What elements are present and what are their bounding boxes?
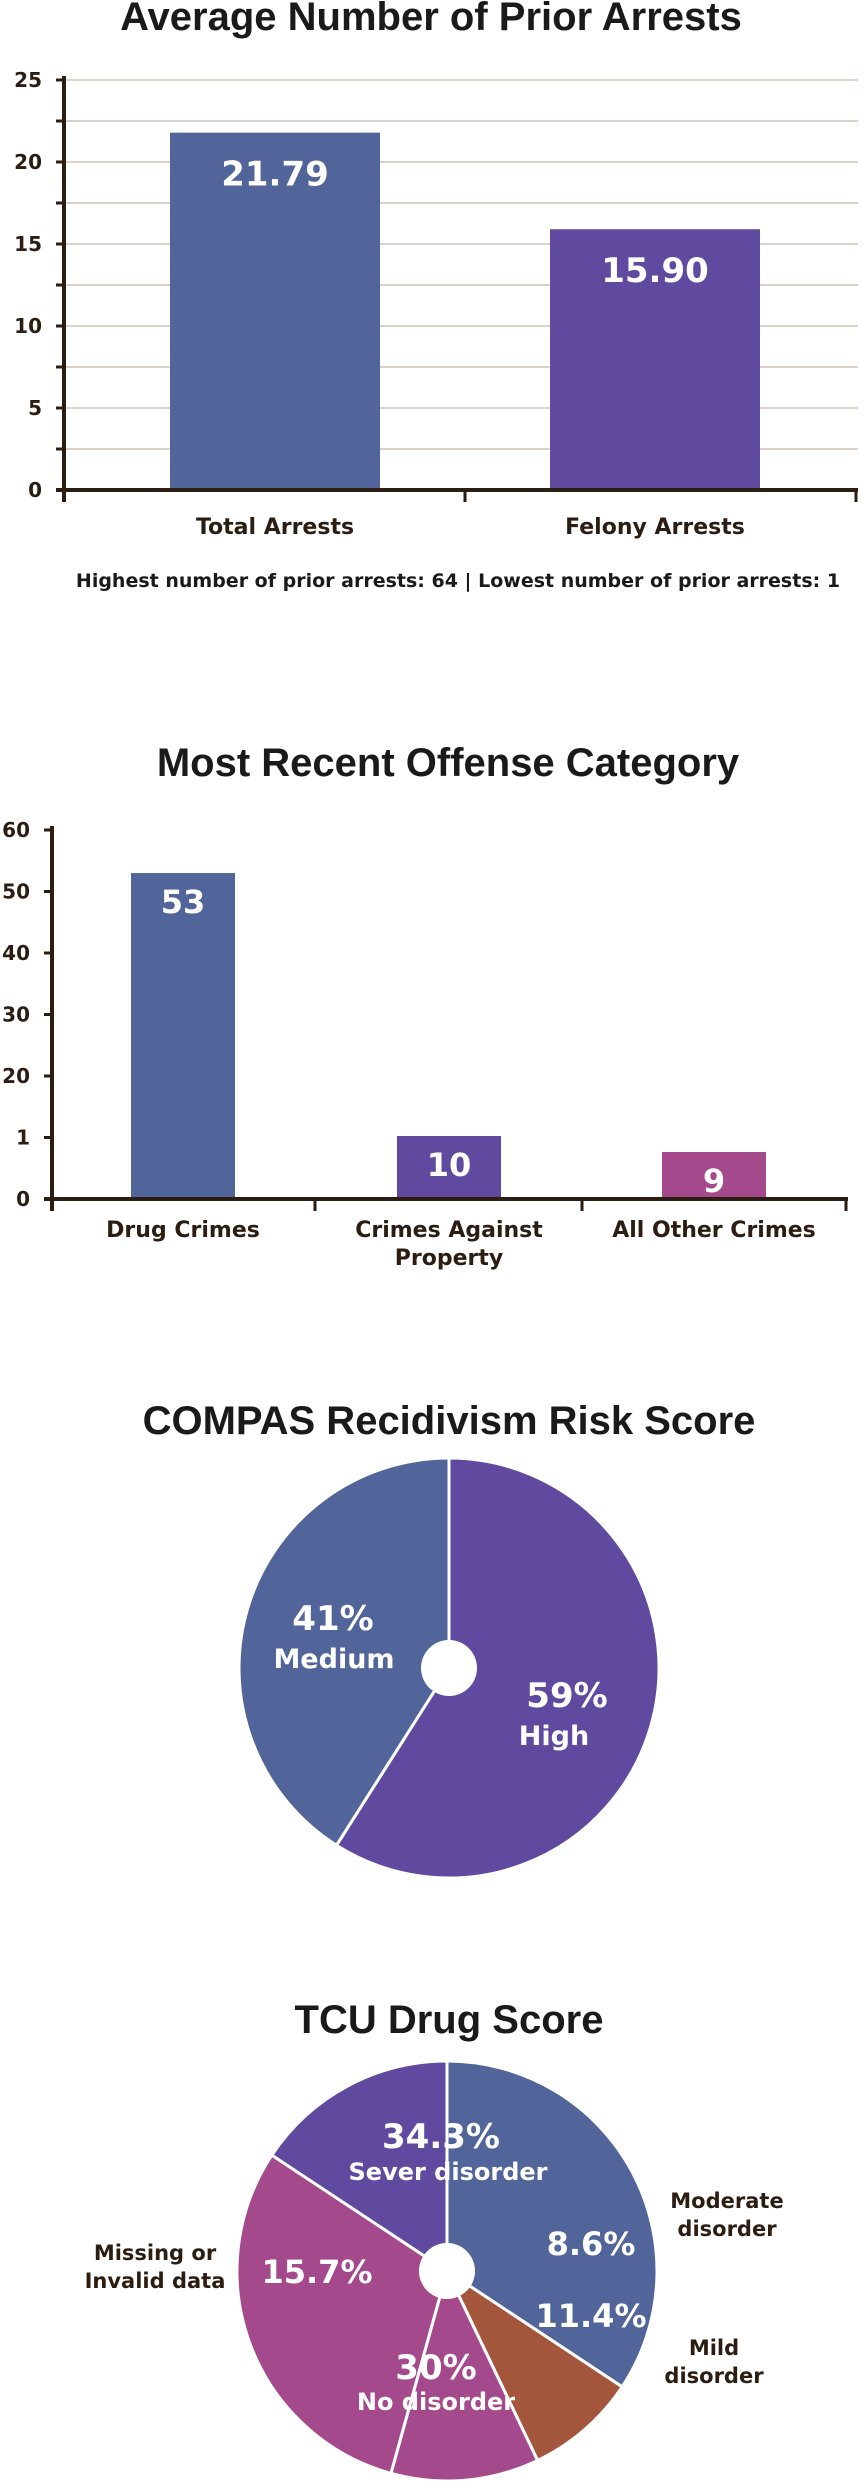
chart-title: Average Number of Prior Arrests bbox=[120, 0, 742, 39]
slices bbox=[237, 1456, 661, 1880]
bars bbox=[131, 873, 766, 1199]
compas-risk-pie: COMPAS Recidivism Risk Score 59% High 41% M… bbox=[143, 1399, 756, 1880]
axes bbox=[56, 76, 858, 502]
slice-percent: 8.6% bbox=[547, 2225, 636, 2263]
chart-note: Highest number of prior arrests: 64 | Lo… bbox=[76, 570, 840, 592]
slice-percent: 41% bbox=[292, 1599, 373, 1639]
slices bbox=[235, 2059, 659, 2482]
y-tick-label: 15 bbox=[14, 232, 42, 256]
slice-percent: 15.7% bbox=[261, 2253, 372, 2291]
pie-slice bbox=[269, 2059, 449, 2274]
y-tick-label: 40 bbox=[2, 941, 30, 965]
outside-label: disorder bbox=[664, 2364, 764, 2388]
slice-label: No disorder bbox=[357, 2388, 515, 2416]
data-label: 53 bbox=[161, 883, 206, 921]
data-label: 15.90 bbox=[601, 251, 709, 291]
y-tick-label: 20 bbox=[14, 150, 42, 174]
x-tick-label: All Other Crimes bbox=[612, 1218, 816, 1243]
outside-label: Mild bbox=[689, 2336, 739, 2360]
bar bbox=[550, 229, 760, 491]
bar bbox=[662, 1152, 766, 1199]
pie-center-hole bbox=[421, 1640, 477, 1696]
y-tick-label: 1 bbox=[16, 1126, 30, 1150]
offense-category-chart: Most Recent Offense Category 0 1 20 30 40 50 6… bbox=[2, 741, 848, 1271]
pie-slice bbox=[443, 2266, 625, 2463]
y-tick-label: 50 bbox=[2, 880, 30, 904]
chart-title: TCU Drug Score bbox=[295, 1998, 604, 2042]
bar bbox=[397, 1136, 501, 1199]
bar bbox=[170, 132, 380, 491]
pie-center-hole bbox=[419, 2243, 475, 2299]
y-tick-label: 0 bbox=[16, 1187, 30, 1211]
slice-percent: 59% bbox=[526, 1676, 607, 1716]
pie-slice bbox=[235, 2153, 449, 2476]
labels: 0 1 20 30 40 50 60 53 Drug Crimes 10 Crimes Agains… bbox=[2, 818, 816, 1271]
x-tick-label: Total Arrests bbox=[196, 515, 354, 540]
labels: 59% High 41% Medium bbox=[273, 1599, 607, 1752]
slice-label: High bbox=[519, 1721, 589, 1752]
pie-slice bbox=[389, 2266, 540, 2482]
tcu-drug-pie: TCU Drug Score 34.3%Sever disorder 8.6% 11… bbox=[85, 1998, 784, 2482]
x-tick-label: Felony Arrests bbox=[565, 515, 745, 540]
y-tick-label: 5 bbox=[28, 396, 42, 420]
x-tick-label: Crimes Against bbox=[355, 1218, 543, 1243]
y-tick-label: 60 bbox=[2, 818, 30, 842]
slice-label: Medium bbox=[273, 1644, 394, 1675]
outside-label: Invalid data bbox=[85, 2269, 226, 2293]
y-tick-label: 30 bbox=[2, 1003, 30, 1027]
chart-title: Most Recent Offense Category bbox=[157, 741, 740, 785]
slice-label: Sever disorder bbox=[349, 2158, 548, 2186]
bars bbox=[170, 132, 760, 491]
data-label: 9 bbox=[703, 1162, 725, 1200]
labels: 0 5 10 15 20 25 21.79 Total Arrests 15.90 Felony … bbox=[14, 68, 745, 540]
data-label: 10 bbox=[427, 1146, 472, 1184]
labels: 34.3%Sever disorder 8.6% 11.4% 30%No disord… bbox=[85, 2117, 784, 2416]
pie-slice bbox=[334, 1456, 661, 1880]
x-tick-label: Drug Crimes bbox=[106, 1218, 260, 1243]
y-tick-label: 25 bbox=[14, 68, 42, 92]
slice-percent: 30% bbox=[395, 2348, 476, 2388]
y-tick-label: 20 bbox=[2, 1064, 30, 1088]
outside-label: disorder bbox=[677, 2217, 777, 2241]
chart-title: COMPAS Recidivism Risk Score bbox=[143, 1399, 756, 1443]
data-label: 21.79 bbox=[221, 155, 329, 195]
pie-slice bbox=[237, 1456, 451, 1848]
y-tick-label: 10 bbox=[14, 314, 42, 338]
x-tick-label: Property bbox=[395, 1246, 503, 1271]
outside-label: Missing or bbox=[94, 2241, 217, 2265]
prior-arrests-chart: Average Number of Prior Arrests 0 5 10 15 20… bbox=[14, 0, 858, 592]
bar bbox=[131, 873, 235, 1199]
slice-percent: 11.4% bbox=[535, 2297, 646, 2335]
outside-label: Moderate bbox=[670, 2189, 783, 2213]
slice-percent: 34.3% bbox=[382, 2117, 500, 2157]
axes bbox=[44, 826, 848, 1211]
y-tick-label: 0 bbox=[28, 478, 42, 502]
